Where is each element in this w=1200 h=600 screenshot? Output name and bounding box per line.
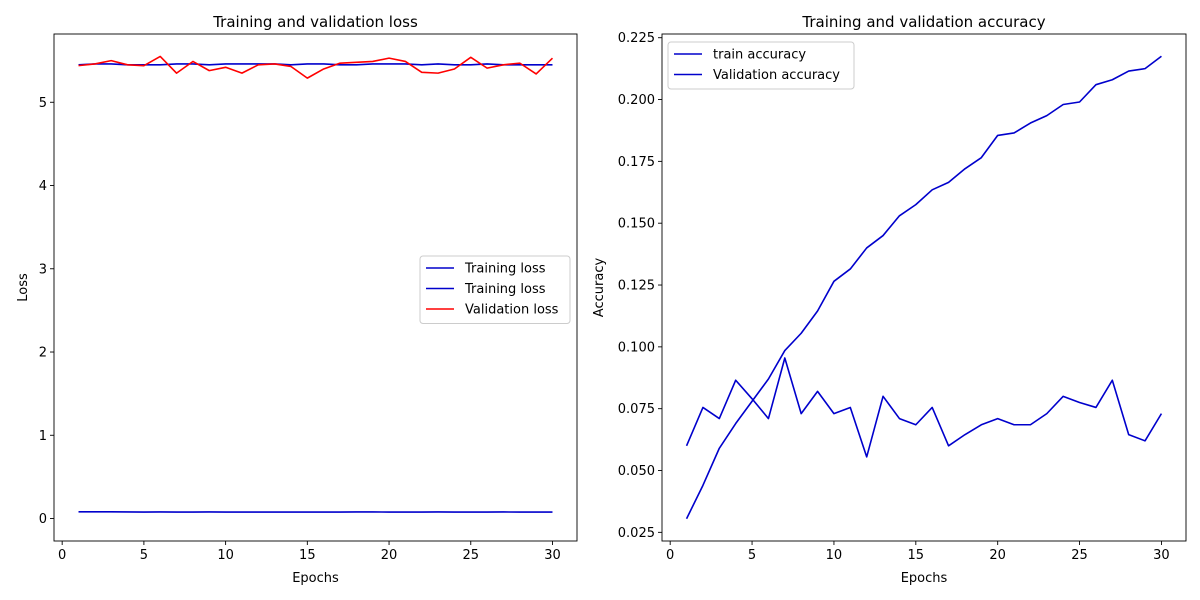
legend-entry: Validation loss bbox=[465, 303, 559, 318]
x-tick-label: 20 bbox=[989, 548, 1006, 563]
x-tick-label: 15 bbox=[908, 548, 925, 563]
y-tick-label: 0 bbox=[39, 512, 47, 527]
y-tick-label: 0.050 bbox=[618, 464, 655, 479]
y-tick-label: 0.100 bbox=[618, 340, 655, 355]
legend: Training loss Training loss Validation los… bbox=[419, 255, 571, 324]
x-tick-label: 30 bbox=[544, 548, 561, 563]
x-tick-label: 25 bbox=[462, 548, 479, 563]
x-axis-label: Epochs bbox=[292, 571, 339, 586]
legend-entry: Training loss bbox=[464, 262, 546, 277]
y-tick-label: 2 bbox=[39, 346, 47, 361]
series-line-1 bbox=[685, 357, 1163, 458]
plot-frame bbox=[661, 33, 1187, 542]
legend-entry: Validation accuracy bbox=[713, 68, 840, 83]
chart-title: Training and validation loss bbox=[212, 13, 418, 31]
x-tick-label: 20 bbox=[381, 548, 398, 563]
series-line-0 bbox=[685, 55, 1162, 520]
x-tick-label: 0 bbox=[666, 548, 674, 563]
x-tick-label: 5 bbox=[748, 548, 756, 563]
x-tick-label: 30 bbox=[1153, 548, 1170, 563]
y-tick-label: 0.125 bbox=[618, 279, 655, 294]
legend-box bbox=[419, 255, 571, 324]
y-tick-label: 1 bbox=[39, 429, 47, 444]
y-tick-label: 5 bbox=[39, 96, 47, 111]
x-tick-label: 10 bbox=[217, 548, 234, 563]
legend-entry: train accuracy bbox=[713, 48, 806, 63]
legend: train accuracy Validation accuracy bbox=[667, 41, 855, 90]
y-tick-label: 0.075 bbox=[618, 402, 655, 417]
y-tick-label: 4 bbox=[39, 179, 47, 194]
y-tick-label: 0.200 bbox=[618, 93, 655, 108]
x-tick-label: 25 bbox=[1071, 548, 1088, 563]
series-line-1 bbox=[78, 63, 553, 66]
y-axis-label: Loss bbox=[16, 273, 31, 302]
y-tick-label: 0.025 bbox=[618, 526, 655, 541]
legend-entry: Training loss bbox=[464, 282, 546, 297]
accuracy-chart: Training and validation accuracy 0 5 10 15 20… bbox=[592, 13, 1187, 586]
y-tick-label: 0.150 bbox=[618, 217, 655, 232]
x-tick-label: 0 bbox=[58, 548, 66, 563]
x-axis-label: Epochs bbox=[901, 571, 948, 586]
series-line-2 bbox=[78, 55, 554, 79]
y-tick-label: 3 bbox=[39, 262, 47, 277]
legend-box bbox=[667, 41, 855, 90]
x-tick-label: 5 bbox=[140, 548, 148, 563]
y-tick-label: 0.225 bbox=[618, 31, 655, 46]
x-tick-label: 10 bbox=[826, 548, 843, 563]
plot-frame bbox=[53, 33, 578, 542]
x-tick-label: 15 bbox=[299, 548, 316, 563]
y-tick-label: 0.175 bbox=[618, 155, 655, 170]
y-axis-label: Accuracy bbox=[592, 258, 607, 318]
chart-title: Training and validation accuracy bbox=[801, 13, 1045, 31]
